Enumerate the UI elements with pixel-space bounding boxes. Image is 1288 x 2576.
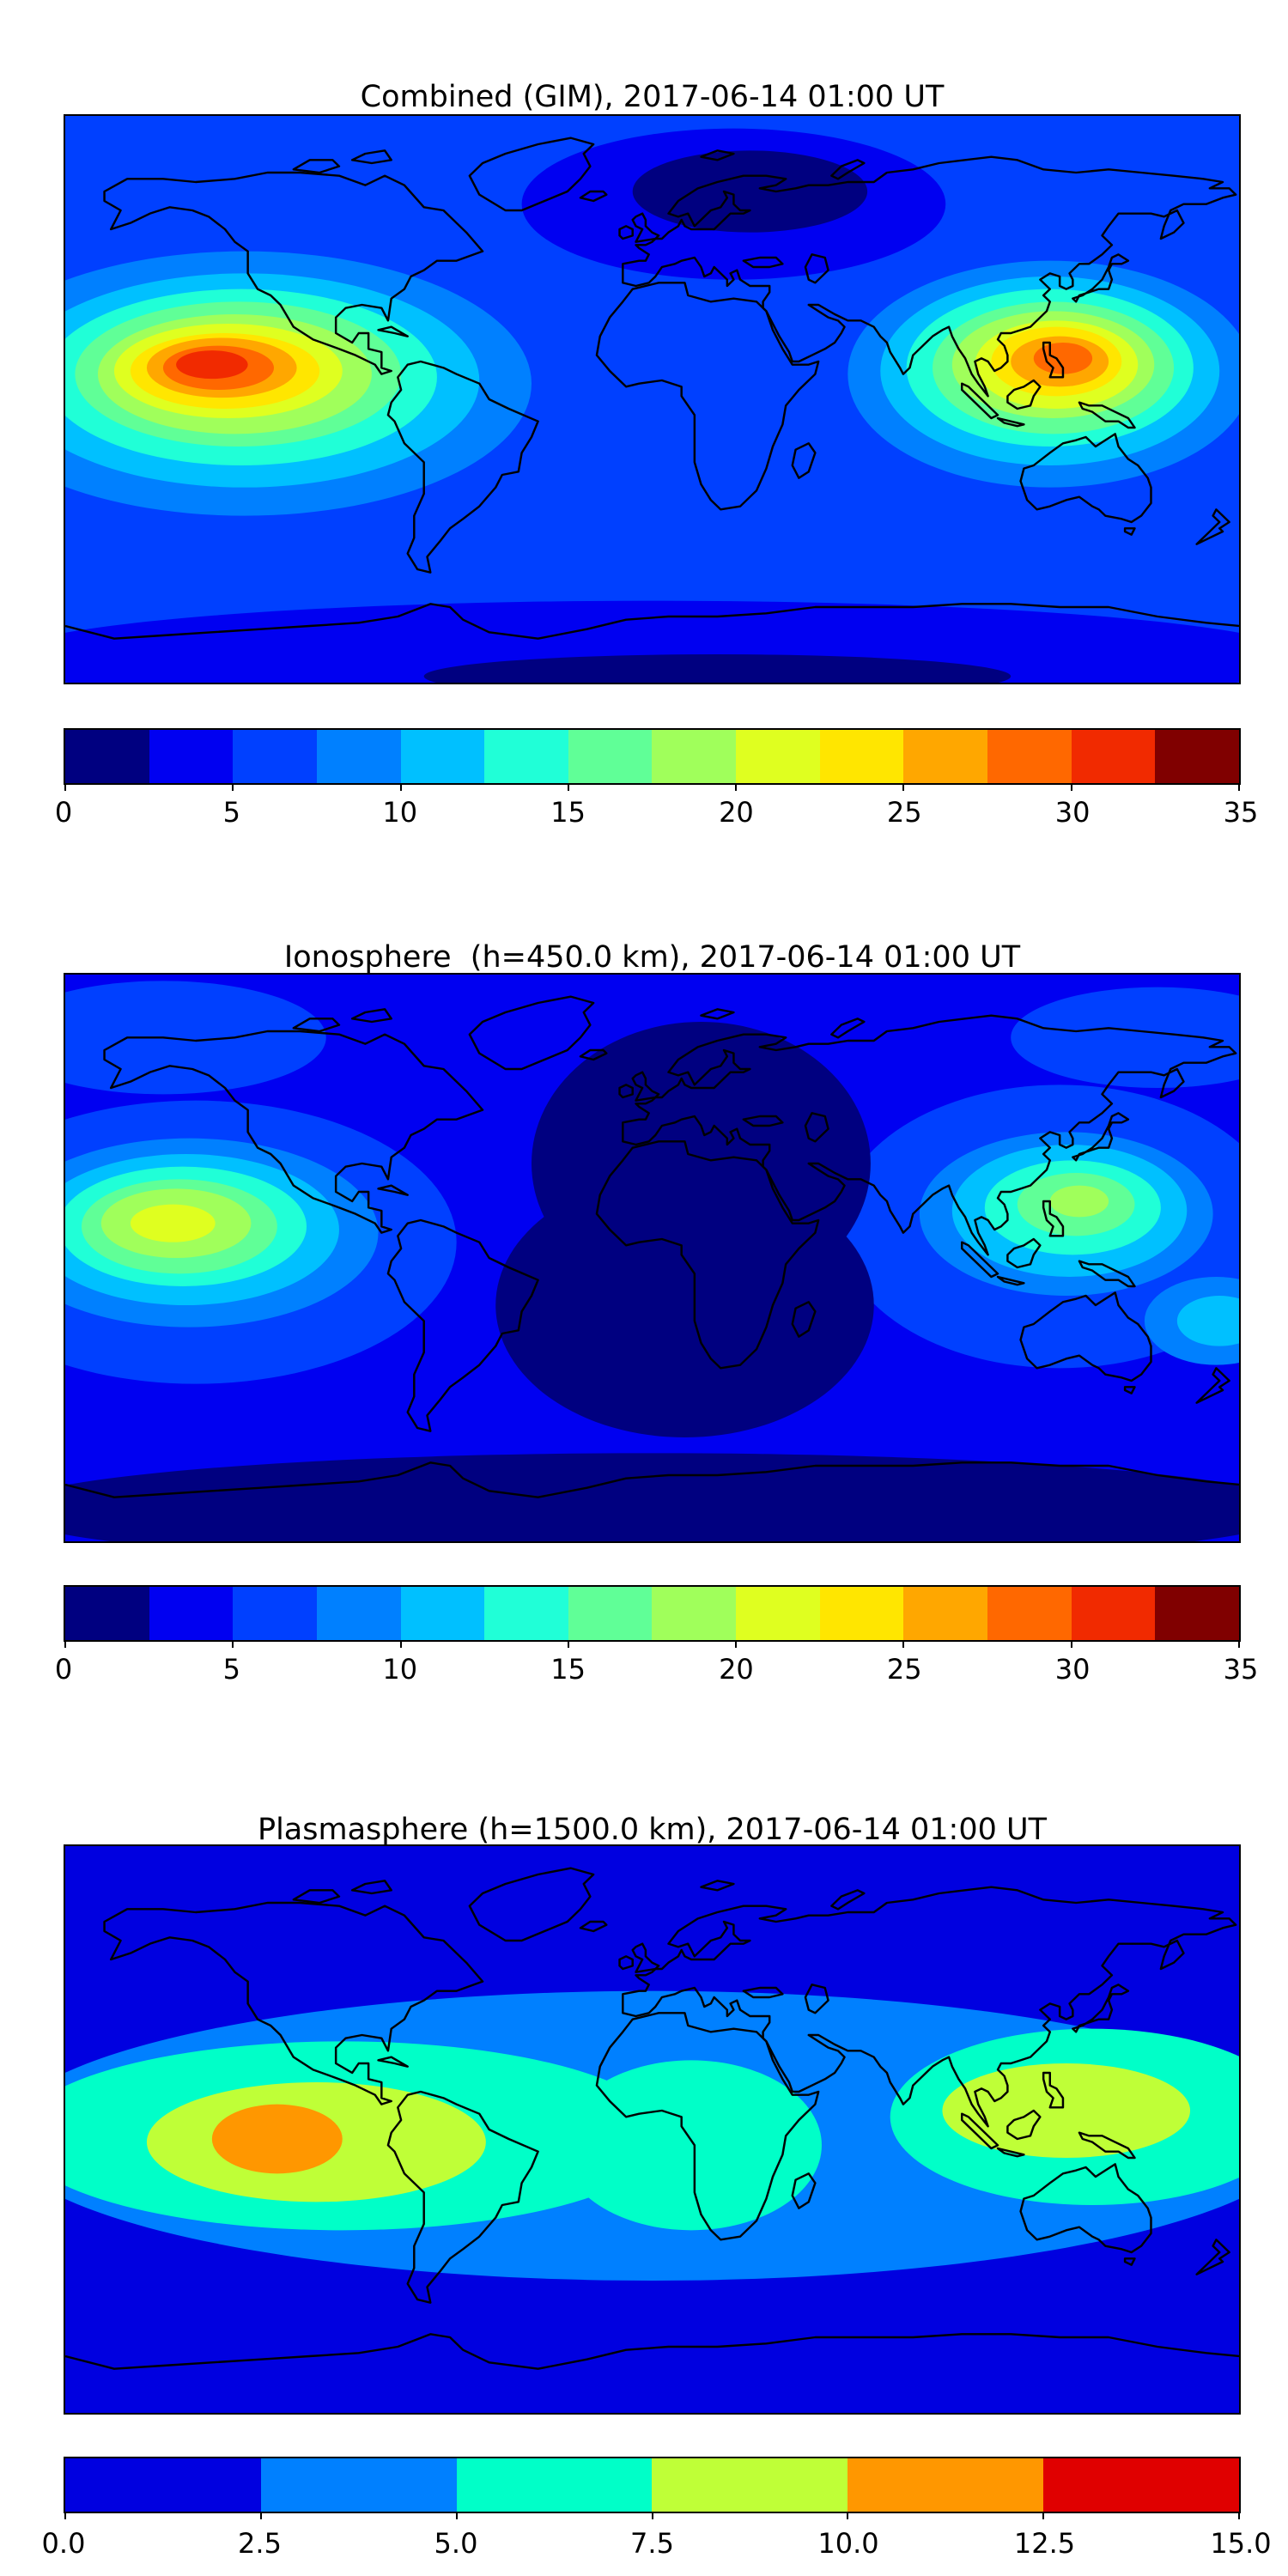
colorbar-tickmark: [1042, 2512, 1045, 2519]
colorbar-tickmark: [1070, 1640, 1072, 1648]
colorbar-segment: [987, 730, 1072, 783]
colorbar-segment: [848, 2458, 1044, 2512]
colorbar-tickmark: [399, 1640, 402, 1648]
colorbar-tickmark: [64, 1640, 66, 1648]
colorbar-segment: [568, 1587, 653, 1640]
colorbar-tick-label: 10: [382, 796, 418, 829]
colorbar-segment: [1071, 730, 1156, 783]
colorbar-ionosphere: [64, 1585, 1241, 1648]
colorbar-tick-label: 0: [54, 796, 73, 829]
colorbar-tick-label: 20: [719, 796, 754, 829]
colorbar-combined: [64, 728, 1241, 791]
colorbar-segment: [1155, 1587, 1239, 1640]
colorbar-segment: [652, 730, 737, 783]
colorbar-tickmark: [399, 783, 402, 791]
colorbar-segment: [987, 1587, 1072, 1640]
colorbar-tick-label: 2.5: [238, 2527, 282, 2560]
colorbar-tickmark: [1238, 1640, 1240, 1648]
colorbar-tickmark: [64, 2512, 66, 2519]
colorbar-tick-label: 15: [550, 796, 586, 829]
world-map-combined: [64, 114, 1241, 684]
world-map-ionosphere: [64, 973, 1241, 1543]
colorbar-segment: [65, 2458, 261, 2512]
colorbar-segment: [484, 1587, 568, 1640]
contour-map-svg: [65, 116, 1239, 683]
colorbar-tick-label: 35: [1223, 1653, 1259, 1686]
colorbar-plasmasphere: [64, 2457, 1241, 2519]
colorbar-segment: [736, 730, 820, 783]
colorbar-tickmark: [232, 1640, 234, 1648]
colorbar-tick-label: 10: [382, 1653, 418, 1686]
colorbar-segment: [149, 730, 234, 783]
colorbar-segment: [316, 730, 401, 783]
colorbar-segment: [456, 2458, 653, 2512]
colorbar-tickmark: [902, 783, 905, 791]
colorbar-tickmark: [902, 1640, 905, 1648]
colorbar-segment: [400, 1587, 485, 1640]
colorbar-tick-label: 35: [1223, 796, 1259, 829]
colorbar-segment: [819, 730, 904, 783]
colorbar-tick-label: 10.0: [817, 2527, 879, 2560]
colorbar-tickmark: [1238, 783, 1240, 791]
colorbar-tickmark: [232, 783, 234, 791]
colorbar-segment: [652, 1587, 737, 1640]
world-map-plasmasphere: [64, 1844, 1241, 2415]
colorbar-tick-label: 30: [1054, 1653, 1091, 1686]
colorbar-ticklabels-ionosphere: 0 5 10 15 20 25 30 35: [55, 1651, 1259, 1687]
colorbar-segment: [65, 730, 149, 783]
colorbar-segment: [316, 1587, 401, 1640]
colorbar-tickmark: [847, 2512, 849, 2519]
colorbar-segment: [903, 1587, 988, 1640]
colorbar-tickmark: [455, 2512, 458, 2519]
colorbar-tick-label: 0.0: [41, 2527, 86, 2560]
colorbar-tick-label: 15: [550, 1653, 586, 1686]
colorbar-tick-label: 5: [222, 796, 241, 829]
colorbar-segment: [484, 730, 568, 783]
colorbar-segment: [568, 730, 653, 783]
panel-title-plasmasphere: Plasmasphere (h=1500.0 km), 2017-06-14 0…: [257, 1813, 1048, 1848]
colorbar-segment: [400, 730, 485, 783]
colorbar-tick-label: 0: [54, 1653, 73, 1686]
colorbar-segment: [652, 2458, 848, 2512]
colorbar-segment: [1071, 1587, 1156, 1640]
colorbar-segment: [736, 1587, 820, 1640]
colorbar-tickmark: [259, 2512, 262, 2519]
colorbar-tickmark: [567, 1640, 569, 1648]
colorbar-segment: [233, 730, 317, 783]
colorbar-tick-label: 20: [719, 1653, 754, 1686]
colorbar-tickmark: [735, 783, 738, 791]
colorbar-segment: [149, 1587, 234, 1640]
colorbar-tick-label: 5.0: [434, 2527, 478, 2560]
colorbar-tick-label: 25: [886, 1653, 922, 1686]
panel-title-combined: Combined (GIM), 2017-06-14 01:00 UT: [360, 80, 945, 115]
colorbar-tickmark: [651, 2512, 653, 2519]
colorbar-tickmark: [1070, 783, 1072, 791]
colorbar-ticklabels-combined: 0 5 10 15 20 25 30 35: [55, 794, 1259, 830]
colorbar-segment: [65, 1587, 149, 1640]
colorbar-tick-label: 7.5: [630, 2527, 674, 2560]
contour-map-svg: [65, 1846, 1239, 2413]
contour-map-svg: [65, 975, 1239, 1541]
colorbar-tick-label: 5: [222, 1653, 241, 1686]
colorbar-segment: [903, 730, 988, 783]
colorbar-tickmark: [567, 783, 569, 791]
colorbar-tick-label: 25: [886, 796, 922, 829]
colorbar-segment: [1043, 2458, 1239, 2512]
colorbar-tick-label: 12.5: [1013, 2527, 1076, 2560]
colorbar-tick-label: 15.0: [1210, 2527, 1272, 2560]
colorbar-tickmark: [735, 1640, 738, 1648]
colorbar-ticklabels-plasmasphere: 0.0 2.5 5.0 7.5 10.0 12.5 15.0: [42, 2525, 1272, 2561]
colorbar-tickmark: [1238, 2512, 1240, 2519]
colorbar-tickmark: [64, 783, 66, 791]
colorbar-segment: [1155, 730, 1239, 783]
panel-title-ionosphere: Ionosphere (h=450.0 km), 2017-06-14 01:0…: [283, 940, 1021, 975]
colorbar-segment: [260, 2458, 457, 2512]
colorbar-segment: [819, 1587, 904, 1640]
colorbar-tick-label: 30: [1054, 796, 1091, 829]
colorbar-segment: [233, 1587, 317, 1640]
